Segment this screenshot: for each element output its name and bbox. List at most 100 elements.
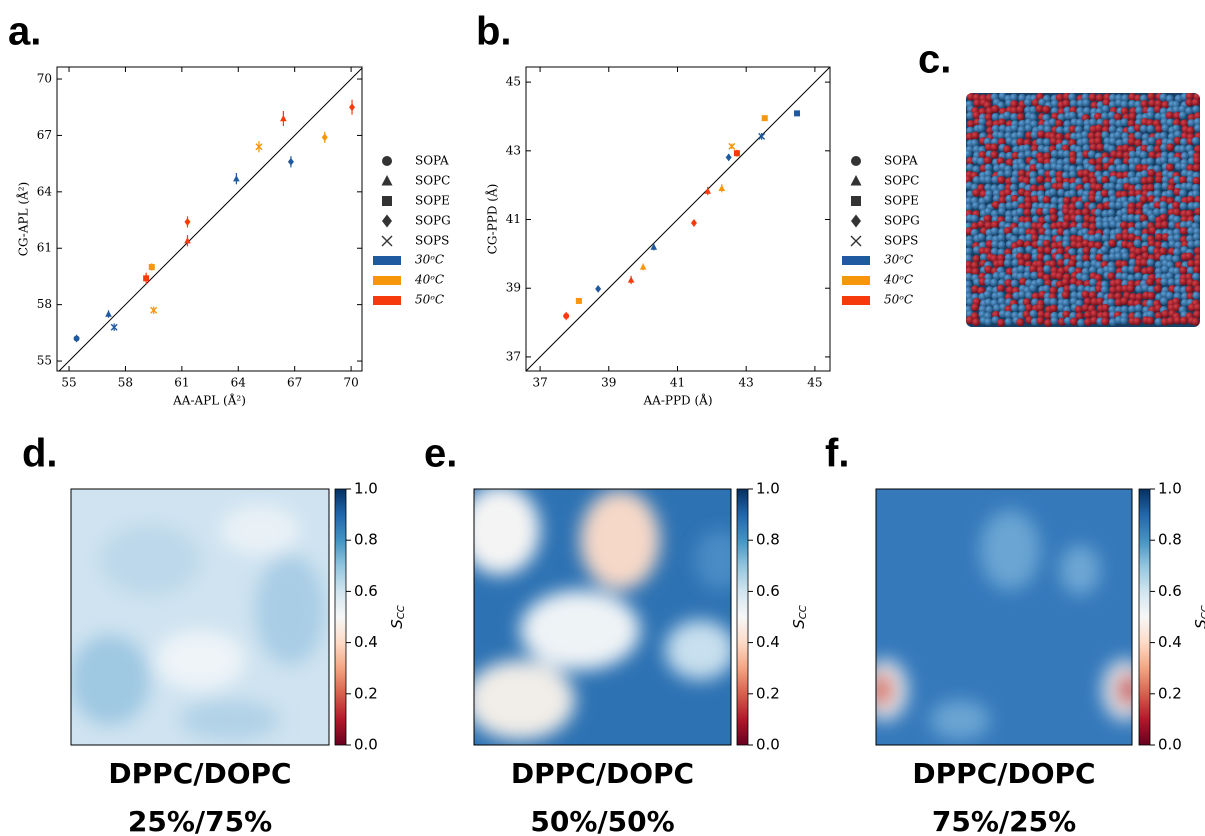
lipid-bead bbox=[1168, 220, 1177, 229]
lipid-bead bbox=[1129, 292, 1138, 301]
lipid-bead bbox=[1016, 105, 1025, 114]
lipid-bead bbox=[1134, 272, 1143, 281]
lipid-bead bbox=[1179, 266, 1188, 275]
legend-swatch bbox=[373, 276, 401, 285]
panel-subtitle: 25%/75% bbox=[128, 805, 272, 836]
lipid-bead bbox=[985, 240, 994, 249]
lipid-bead bbox=[1010, 176, 1019, 185]
lipid-bead bbox=[1173, 233, 1182, 242]
lipid-bead bbox=[1082, 246, 1091, 255]
lipid-bead bbox=[1037, 130, 1046, 139]
lipid-bead bbox=[1069, 182, 1078, 191]
lipid-bead bbox=[1081, 267, 1090, 276]
lipid-bead bbox=[1025, 245, 1034, 254]
colorbar-label: SCC bbox=[790, 605, 810, 629]
lipid-bead bbox=[1074, 305, 1083, 314]
lipid-bead bbox=[1147, 239, 1156, 248]
lipid-bead bbox=[1186, 164, 1195, 173]
panel-label: b. bbox=[476, 10, 512, 54]
lipid-bead bbox=[1031, 98, 1040, 107]
lipid-bead bbox=[971, 303, 980, 312]
lipid-bead bbox=[1152, 208, 1161, 217]
lipid-bead bbox=[1010, 279, 1019, 288]
lipid-bead bbox=[1017, 258, 1026, 267]
legend-marker bbox=[382, 214, 392, 228]
lipid-bead bbox=[1109, 175, 1118, 184]
lipid-bead bbox=[1010, 194, 1019, 203]
lipid-bead bbox=[966, 163, 974, 172]
lipid-bead bbox=[984, 277, 993, 286]
data-point bbox=[627, 276, 635, 283]
lipid-bead bbox=[1043, 254, 1052, 263]
lipid-bead bbox=[1185, 252, 1194, 261]
lipid-bead bbox=[1178, 189, 1187, 198]
lipid-bead bbox=[1011, 200, 1020, 209]
lipid-bead bbox=[966, 239, 974, 248]
lipid-bead bbox=[1042, 195, 1051, 204]
lipid-bead bbox=[1016, 246, 1025, 255]
data-point bbox=[728, 142, 736, 150]
y-tick-label: 58 bbox=[37, 297, 52, 311]
data-point bbox=[718, 184, 726, 191]
x-tick-label: 39 bbox=[601, 376, 616, 390]
lipid-bead bbox=[1108, 137, 1117, 146]
lipid-bead bbox=[1088, 291, 1097, 300]
lipid-bead bbox=[1193, 239, 1200, 248]
lipid-bead bbox=[997, 170, 1006, 179]
lipid-bead bbox=[1120, 100, 1129, 109]
lipid-bead bbox=[971, 201, 980, 210]
colorbar-label-sub: CC bbox=[798, 605, 809, 619]
identity-line bbox=[58, 67, 363, 372]
lipid-bead bbox=[992, 304, 1001, 313]
lipid-bead bbox=[1055, 175, 1064, 184]
lipid-bead bbox=[1174, 94, 1183, 103]
legend-label: 40ᵒC bbox=[414, 273, 444, 287]
lipid-bead bbox=[1100, 189, 1109, 198]
lipid-bead bbox=[1179, 137, 1188, 146]
lipid-bead bbox=[1173, 316, 1182, 325]
lipid-bead bbox=[1178, 175, 1187, 184]
lipid-bead bbox=[1029, 113, 1038, 122]
lipid-bead bbox=[1096, 297, 1105, 306]
lipid-bead bbox=[1127, 125, 1136, 134]
lipid-bead bbox=[984, 207, 993, 216]
lipid-bead bbox=[1069, 99, 1078, 108]
lipid-bead bbox=[1178, 111, 1187, 120]
lipid-bead bbox=[1062, 99, 1071, 108]
lipid-bead bbox=[1055, 126, 1064, 135]
lipid-bead bbox=[1109, 150, 1118, 159]
legend-marker bbox=[850, 235, 862, 247]
panel-subtitle: 75%/25% bbox=[932, 805, 1076, 836]
lipid-bead bbox=[977, 157, 986, 166]
lipid-bead bbox=[1055, 132, 1064, 141]
lipid-bead bbox=[1186, 170, 1195, 179]
lipid-bead bbox=[1012, 145, 1021, 154]
lipid-bead bbox=[1101, 303, 1110, 312]
lipid-bead bbox=[1048, 118, 1057, 127]
lipid-bead bbox=[1187, 227, 1196, 236]
lipid-bead bbox=[1003, 145, 1012, 154]
lipid-bead bbox=[1023, 253, 1032, 262]
lipid-bead bbox=[1135, 163, 1144, 172]
lipid-bead bbox=[984, 221, 993, 230]
lipid-bead bbox=[1057, 107, 1066, 116]
lipid-bead bbox=[1029, 177, 1038, 186]
lipid-bead bbox=[1016, 318, 1025, 327]
lipid-bead bbox=[1018, 162, 1027, 171]
lipid-bead bbox=[1036, 246, 1045, 255]
lipid-bead bbox=[1173, 136, 1182, 145]
lipid-bead bbox=[1178, 145, 1187, 154]
lipid-bead bbox=[970, 214, 979, 223]
lipid-bead bbox=[1089, 278, 1098, 287]
data-point bbox=[287, 157, 294, 166]
lipid-bead bbox=[1100, 245, 1109, 254]
lipid-bead bbox=[1148, 99, 1157, 108]
lipid-bead bbox=[1172, 105, 1181, 114]
lipid-bead bbox=[1031, 292, 1040, 301]
lipid-bead bbox=[1038, 98, 1047, 107]
lipid-bead bbox=[1101, 175, 1110, 184]
lipid-bead bbox=[1035, 104, 1044, 113]
lipid-bead bbox=[1179, 277, 1188, 286]
lipid-bead bbox=[1154, 241, 1163, 250]
lipid-bead bbox=[1043, 246, 1052, 255]
